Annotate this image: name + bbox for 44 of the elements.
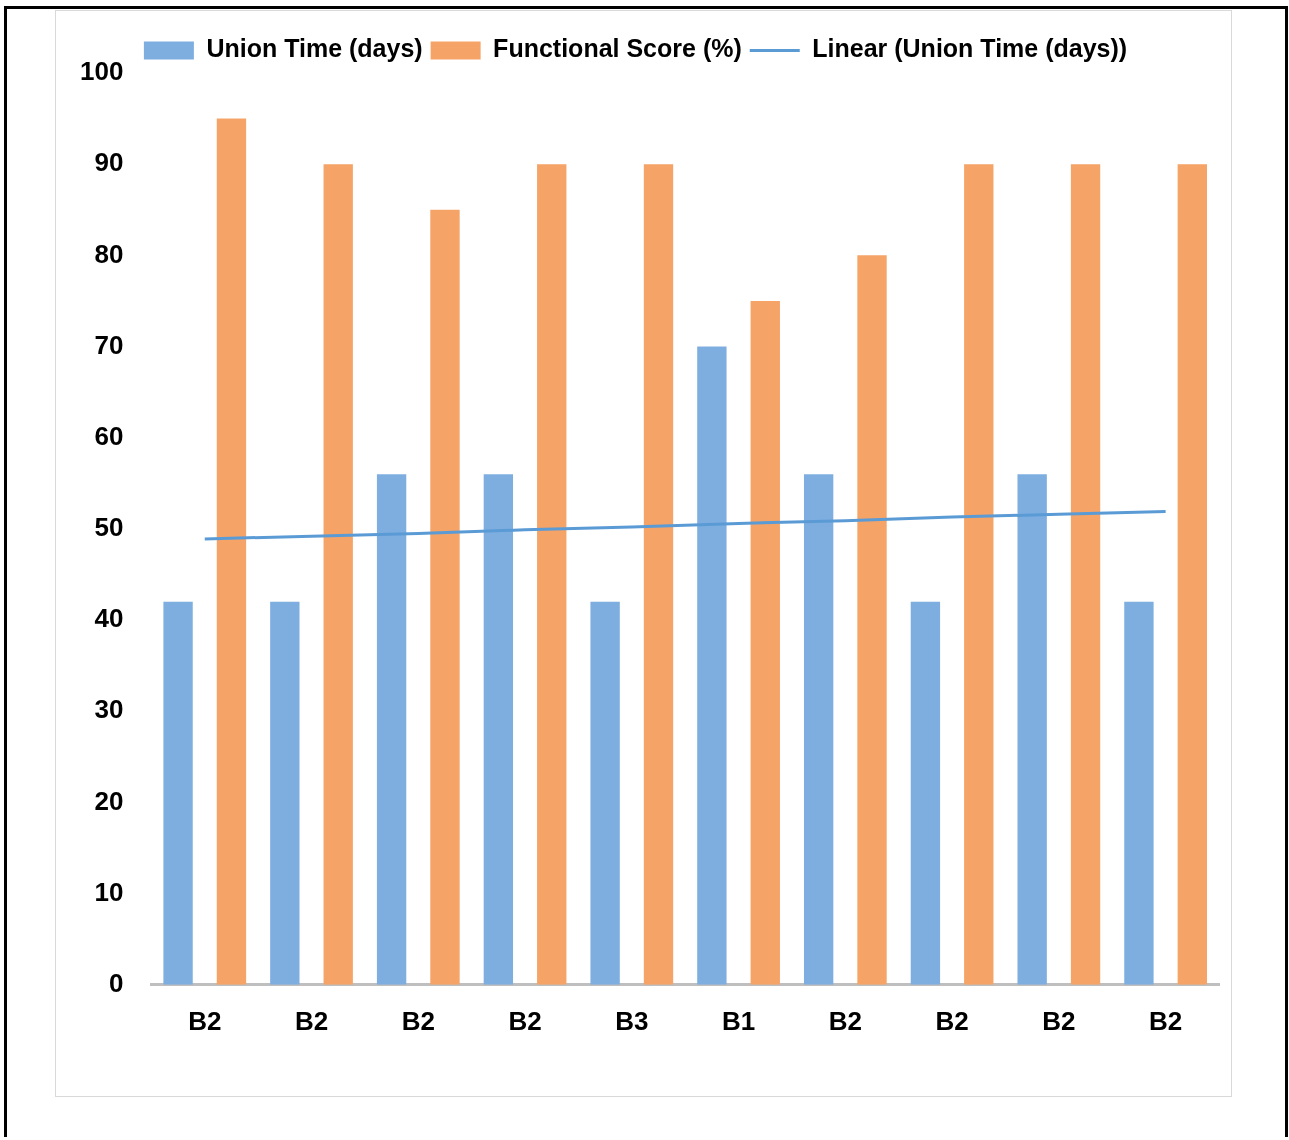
x-tick-label: B2 [294, 1005, 329, 1036]
bar [964, 164, 994, 985]
bar [1070, 164, 1101, 985]
bar [376, 474, 407, 985]
y-tick-label: 90 [94, 147, 124, 178]
x-tick-label: B2 [1042, 1005, 1076, 1036]
y-tick-label: 80 [94, 238, 124, 269]
x-tick-label: B1 [721, 1005, 756, 1036]
bar [430, 209, 460, 985]
y-tick-label: 0 [108, 967, 124, 998]
bar [750, 300, 780, 985]
bar [163, 601, 193, 985]
bar [216, 118, 247, 985]
y-tick-label: 10 [94, 876, 124, 907]
bar [1177, 164, 1207, 985]
bar [697, 346, 727, 985]
y-tick-label: 40 [94, 603, 124, 634]
legend-label: Functional Score (%) [493, 34, 742, 63]
bar [590, 601, 620, 985]
y-tick-label: 20 [94, 785, 124, 816]
x-tick-label: B3 [615, 1005, 649, 1036]
bar [1017, 474, 1047, 985]
x-tick-label: B2 [401, 1005, 435, 1036]
x-tick-label: B2 [188, 1005, 222, 1036]
y-tick-label: 60 [94, 420, 124, 451]
x-tick-label: B2 [1148, 1005, 1183, 1036]
bar [483, 474, 514, 985]
bar [270, 601, 300, 985]
y-tick-label: 30 [94, 694, 124, 725]
bar [857, 255, 887, 985]
y-tick-label: 100 [79, 56, 124, 87]
bar [1124, 601, 1154, 985]
bar [910, 601, 941, 985]
bar [537, 164, 567, 985]
y-tick-label: 50 [94, 512, 124, 543]
bar [323, 164, 353, 985]
y-tick-label: 70 [94, 329, 124, 360]
legend-label: Linear (Union Time (days)) [812, 34, 1128, 63]
x-tick-label: B2 [935, 1005, 969, 1036]
bar [803, 474, 834, 985]
legend-label: Union Time (days) [206, 34, 423, 63]
x-tick-label: B2 [828, 1005, 862, 1036]
bar [643, 164, 674, 985]
x-tick-label: B2 [508, 1005, 542, 1036]
